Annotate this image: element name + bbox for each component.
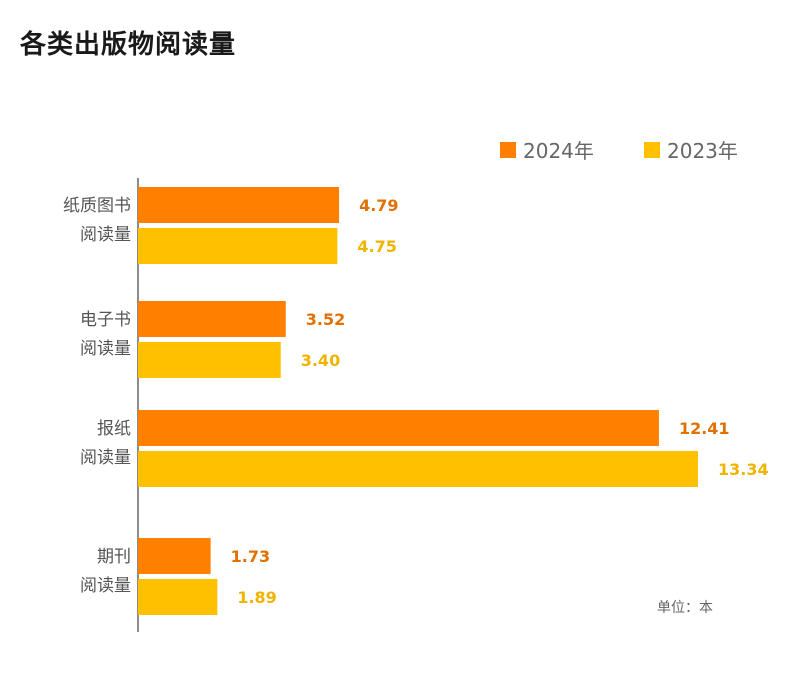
- category-label: 期刊阅读量: [80, 547, 131, 596]
- bar-2024: [138, 187, 340, 223]
- bar-2024: [138, 410, 659, 446]
- category-label: 纸质图书阅读量: [63, 196, 131, 245]
- data-label-2023: 1.89: [237, 588, 276, 607]
- data-label-2023: 3.40: [301, 351, 340, 370]
- legend-swatch-2023: [644, 142, 660, 158]
- data-label-2023: 4.75: [357, 237, 396, 256]
- category-label: 电子书阅读量: [80, 310, 131, 359]
- bar-2023: [138, 342, 281, 378]
- bar-2023: [138, 579, 218, 615]
- legend-swatch-2024: [500, 142, 516, 158]
- bar-2024: [138, 301, 286, 337]
- bar-2023: [138, 228, 338, 264]
- chart-title: 各类出版物阅读量: [20, 30, 237, 60]
- bar-2023: [138, 451, 698, 487]
- category-label: 报纸阅读量: [80, 419, 131, 468]
- data-label-2024: 12.41: [679, 419, 730, 438]
- legend-label-2024: 2024年: [523, 139, 594, 163]
- data-label-2024: 3.52: [306, 310, 345, 329]
- legend-label-2023: 2023年: [667, 139, 738, 163]
- unit-label: 单位：本: [657, 600, 713, 616]
- data-label-2023: 13.34: [718, 460, 769, 479]
- bar-2024: [138, 538, 211, 574]
- data-label-2024: 4.79: [359, 196, 398, 215]
- data-label-2024: 1.73: [231, 547, 270, 566]
